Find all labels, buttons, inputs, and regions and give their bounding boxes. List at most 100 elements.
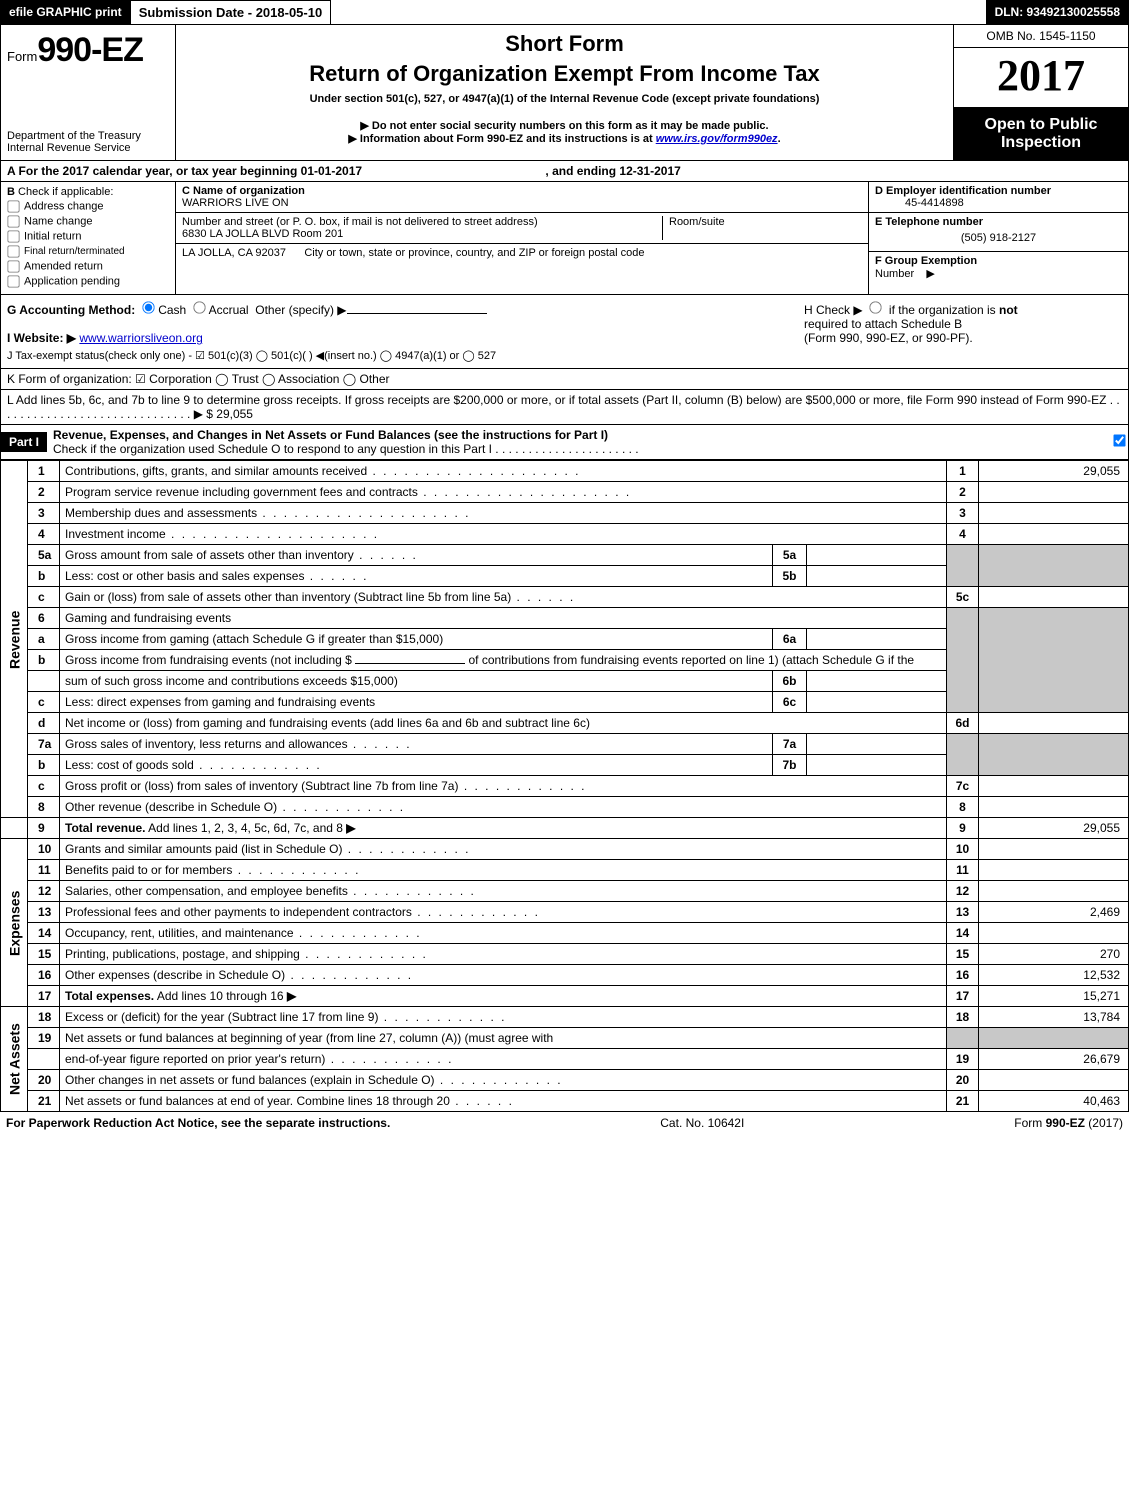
b-label: B bbox=[7, 186, 15, 198]
c-room: Room/suite bbox=[662, 216, 862, 240]
line-num: 9 bbox=[28, 818, 60, 839]
line-num: c bbox=[28, 692, 60, 713]
c-street: Number and street (or P. O. box, if mail… bbox=[182, 216, 662, 240]
h-text4: (Form 990, 990-EZ, or 990-PF). bbox=[804, 331, 973, 345]
part-i-sub: Check if the organization used Schedule … bbox=[53, 442, 639, 456]
line-value bbox=[979, 482, 1129, 503]
topbar-spacer bbox=[331, 0, 985, 25]
table-row: Revenue 1 Contributions, gifts, grants, … bbox=[1, 461, 1129, 482]
dept-treasury: Department of the Treasury bbox=[7, 130, 169, 142]
line-l: L Add lines 5b, 6c, and 7b to line 9 to … bbox=[0, 390, 1129, 425]
line-desc: Grants and similar amounts paid (list in… bbox=[60, 839, 947, 860]
subline-num: 6b bbox=[773, 671, 807, 692]
dln-label: DLN: 93492130025558 bbox=[986, 0, 1129, 25]
line-num: c bbox=[28, 587, 60, 608]
cb-final-return[interactable]: Final return/terminated bbox=[7, 245, 169, 258]
omb-number: OMB No. 1545-1150 bbox=[954, 25, 1128, 48]
col-b: B Check if applicable: Address change Na… bbox=[1, 182, 176, 294]
subline-num: 5a bbox=[773, 545, 807, 566]
grey-cell bbox=[947, 545, 979, 587]
sidelabel-netassets: Net Assets bbox=[1, 1007, 28, 1112]
cb-address-change[interactable]: Address change bbox=[7, 200, 169, 213]
tax-year: 2017 bbox=[954, 48, 1128, 108]
line-rnum: 21 bbox=[947, 1091, 979, 1112]
cb-amended-return-label: Amended return bbox=[24, 260, 103, 272]
line-num: 2 bbox=[28, 482, 60, 503]
line-desc: sum of such gross income and contributio… bbox=[60, 671, 773, 692]
line-desc: Less: cost or other basis and sales expe… bbox=[60, 566, 773, 587]
line-rnum: 5c bbox=[947, 587, 979, 608]
line-desc: Gross income from gaming (attach Schedul… bbox=[60, 629, 773, 650]
checkbox-part-i-schedule-o[interactable] bbox=[1113, 434, 1125, 446]
line-value bbox=[979, 1070, 1129, 1091]
open-public: Open to Public Inspection bbox=[954, 108, 1128, 160]
subline-num: 6a bbox=[773, 629, 807, 650]
checkbox-initial-return[interactable] bbox=[7, 230, 19, 242]
h-text2: if the organization is bbox=[889, 303, 999, 317]
c-street-val: 6830 LA JOLLA BLVD Room 201 bbox=[182, 228, 343, 240]
line-num: 19 bbox=[28, 1028, 60, 1049]
website-link[interactable]: www.warriorsliveon.org bbox=[79, 331, 202, 345]
line-value: 12,532 bbox=[979, 965, 1129, 986]
line-value bbox=[979, 923, 1129, 944]
cb-amended-return[interactable]: Amended return bbox=[7, 260, 169, 273]
line-desc: Gain or (loss) from sale of assets other… bbox=[60, 587, 947, 608]
line-desc: Gross sales of inventory, less returns a… bbox=[60, 734, 773, 755]
col-c: C Name of organization WARRIORS LIVE ON … bbox=[176, 182, 868, 294]
line-value: 270 bbox=[979, 944, 1129, 965]
cb-application-pending[interactable]: Application pending bbox=[7, 275, 169, 288]
info-link[interactable]: www.irs.gov/form990ez bbox=[656, 133, 778, 145]
subline-value bbox=[807, 692, 947, 713]
line-desc: Net income or (loss) from gaming and fun… bbox=[60, 713, 947, 734]
line-desc: Gross amount from sale of assets other t… bbox=[60, 545, 773, 566]
radio-cash[interactable] bbox=[142, 301, 154, 313]
checkbox-final-return[interactable] bbox=[7, 245, 19, 257]
checkbox-name-change[interactable] bbox=[7, 215, 19, 227]
footer-right-post: (2017) bbox=[1085, 1116, 1123, 1130]
table-row: 4 Investment income 4 bbox=[1, 524, 1129, 545]
e-phone-block: E Telephone number (505) 918-2127 bbox=[869, 213, 1128, 252]
line-value bbox=[979, 524, 1129, 545]
line-desc: Professional fees and other payments to … bbox=[60, 902, 947, 923]
line-num: a bbox=[28, 629, 60, 650]
h-right: H Check ▶ if the organization is not req… bbox=[798, 295, 1128, 368]
cb-initial-return[interactable]: Initial return bbox=[7, 230, 169, 243]
line-desc: Contributions, gifts, grants, and simila… bbox=[60, 461, 947, 482]
subline-value bbox=[807, 671, 947, 692]
line-num: 20 bbox=[28, 1070, 60, 1091]
cb-final-return-label: Final return/terminated bbox=[24, 246, 125, 257]
line-num: b bbox=[28, 755, 60, 776]
line-a-text: A For the 2017 calendar year, or tax yea… bbox=[7, 164, 362, 178]
cb-name-change[interactable]: Name change bbox=[7, 215, 169, 228]
f-group-block: F Group Exemption Number ▶ bbox=[869, 252, 1128, 283]
subline-value bbox=[807, 755, 947, 776]
subline-value bbox=[807, 566, 947, 587]
line-desc: Benefits paid to or for members bbox=[60, 860, 947, 881]
line-rnum: 11 bbox=[947, 860, 979, 881]
table-row: 21 Net assets or fund balances at end of… bbox=[1, 1091, 1129, 1112]
line-rnum: 3 bbox=[947, 503, 979, 524]
table-row: Expenses 10 Grants and similar amounts p… bbox=[1, 839, 1129, 860]
checkbox-application-pending[interactable] bbox=[7, 275, 19, 287]
do-not-enter: ▶ Do not enter social security numbers o… bbox=[184, 119, 945, 132]
radio-accrual[interactable] bbox=[193, 301, 205, 313]
line-a: A For the 2017 calendar year, or tax yea… bbox=[0, 161, 1129, 182]
checkbox-address-change[interactable] bbox=[7, 200, 19, 212]
h-text1: H Check ▶ bbox=[804, 303, 863, 317]
line-desc: Other changes in net assets or fund bala… bbox=[60, 1070, 947, 1091]
line-rnum: 19 bbox=[947, 1049, 979, 1070]
table-row: 19 Net assets or fund balances at beginn… bbox=[1, 1028, 1129, 1049]
c-street-block: Number and street (or P. O. box, if mail… bbox=[176, 213, 868, 244]
footer-right: Form 990-EZ (2017) bbox=[1014, 1116, 1123, 1130]
dept-block: Department of the Treasury Internal Reve… bbox=[7, 130, 169, 154]
radio-h-check[interactable] bbox=[870, 301, 882, 313]
c-city-block: LA JOLLA, CA 92037 City or town, state o… bbox=[176, 244, 868, 262]
efile-print-button[interactable]: efile GRAPHIC print bbox=[0, 0, 131, 25]
line-rnum: 2 bbox=[947, 482, 979, 503]
d-ein-block: D Employer identification number 45-4414… bbox=[869, 182, 1128, 213]
subline-value bbox=[807, 545, 947, 566]
line-desc: Investment income bbox=[60, 524, 947, 545]
lines-table: Revenue 1 Contributions, gifts, grants, … bbox=[0, 460, 1129, 1112]
checkbox-amended-return[interactable] bbox=[7, 260, 19, 272]
submission-date: Submission Date - 2018-05-10 bbox=[131, 0, 332, 25]
